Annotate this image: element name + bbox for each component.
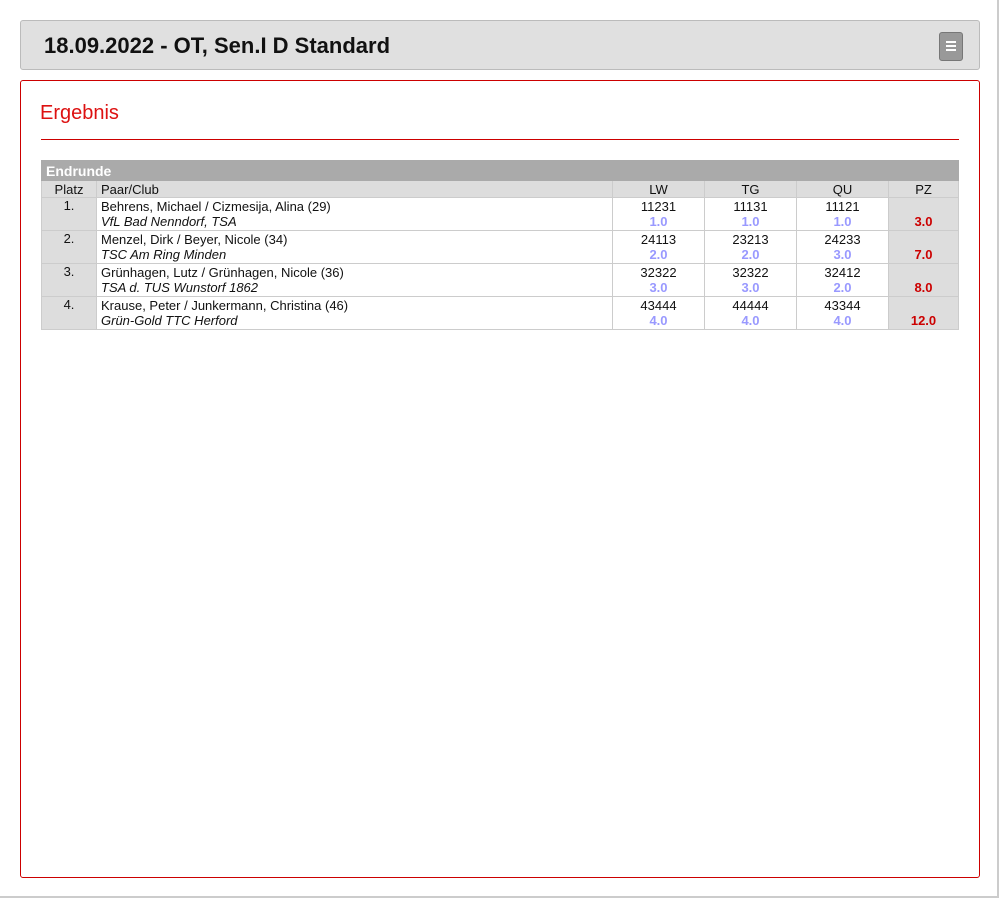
marks: 32412 (824, 265, 861, 280)
marks: 32322 (732, 265, 769, 280)
marks: 24113 (640, 232, 677, 247)
result-row: 4. Krause, Peter / Junkermann, Christina … (41, 296, 959, 330)
marks: 32322 (640, 265, 677, 280)
header-row: Platz Paar/Club LW TG QU PZ (41, 180, 959, 198)
dance-place: 3.0 (833, 247, 852, 262)
score-cell: 11231 1.0 (612, 197, 705, 231)
column-header: LW (612, 180, 705, 198)
page-title: 18.09.2022 - OT, Sen.I D Standard (44, 33, 391, 58)
score-cell: 24233 3.0 (796, 230, 889, 264)
pz-cell: 7.0 (888, 230, 959, 264)
result-row: 2. Menzel, Dirk / Beyer, Nicole (34) TSC A… (41, 230, 959, 264)
place-cell: 4. (41, 296, 97, 330)
score-cell: 43444 4.0 (612, 296, 705, 330)
club-name: TSA d. TUS Wunstorf 1862 (101, 280, 259, 295)
marks: 43444 (640, 298, 677, 313)
dance-place: 4.0 (649, 313, 668, 328)
marks: 11121 (825, 199, 860, 214)
club-name: TSC Am Ring Minden (101, 247, 227, 262)
column-header: Paar/Club (96, 180, 613, 198)
results-table: Endrunde Platz Paar/Club LW TG QU PZ 1. Behrens,… (41, 160, 959, 330)
dance-place: 2.0 (649, 247, 668, 262)
dance-place: 2.0 (741, 247, 760, 262)
dance-place: 1.0 (741, 214, 760, 229)
place-cell: 2. (41, 230, 97, 264)
club-name: Grün-Gold TTC Herford (101, 313, 238, 328)
column-header: Platz (41, 180, 97, 198)
marks: 11131 (733, 199, 768, 214)
couple-cell: Krause, Peter / Junkermann, Christina (4… (96, 296, 613, 330)
marks: 44444 (732, 298, 769, 313)
marks: 23213 (732, 232, 769, 247)
couple-name: Grünhagen, Lutz / Grünhagen, Nicole (36) (101, 265, 344, 280)
dance-place: 1.0 (833, 214, 852, 229)
couple-name: Menzel, Dirk / Beyer, Nicole (34) (101, 232, 288, 247)
club-name: VfL Bad Nenndorf, TSA (101, 214, 237, 229)
dance-place: 2.0 (833, 280, 852, 295)
score-cell: 44444 4.0 (704, 296, 797, 330)
pz-cell: 3.0 (888, 197, 959, 231)
score-cell: 23213 2.0 (704, 230, 797, 264)
couple-name: Behrens, Michael / Cizmesija, Alina (29) (101, 199, 331, 214)
marks: 24233 (824, 232, 861, 247)
result-row: 1. Behrens, Michael / Cizmesija, Alina (2… (41, 197, 959, 231)
section-title: Ergebnis (40, 102, 119, 124)
content-panel: Ergebnis Endrunde Platz Paar/Club LW TG QU PZ 1… (20, 80, 980, 878)
marks: 11231 (640, 199, 677, 214)
score-cell: 24113 2.0 (612, 230, 705, 264)
column-header: PZ (888, 180, 959, 198)
caption-row: Endrunde (41, 160, 959, 181)
score-cell: 32322 3.0 (704, 263, 797, 297)
dance-place: 3.0 (649, 280, 668, 295)
score-cell: 11131 1.0 (704, 197, 797, 231)
result-row: 3. Grünhagen, Lutz / Grünhagen, Nicole (3… (41, 263, 959, 297)
place-cell: 1. (41, 197, 97, 231)
couple-cell: Menzel, Dirk / Beyer, Nicole (34) TSC Am … (96, 230, 613, 264)
dance-place: 1.0 (649, 214, 668, 229)
marks: 43344 (824, 298, 861, 313)
pz-cell: 8.0 (888, 263, 959, 297)
pz-cell: 12.0 (888, 296, 959, 330)
dance-place: 4.0 (833, 313, 852, 328)
table-caption: Endrunde (41, 160, 959, 181)
score-cell: 32412 2.0 (796, 263, 889, 297)
score-cell: 11121 1.0 (796, 197, 889, 231)
score-cell: 43344 4.0 (796, 296, 889, 330)
column-header: TG (704, 180, 797, 198)
couple-name: Krause, Peter / Junkermann, Christina (4… (101, 298, 349, 313)
dance-place: 3.0 (741, 280, 760, 295)
score-cell: 32322 3.0 (612, 263, 705, 297)
header-bar: 18.09.2022 - OT, Sen.I D Standard (20, 20, 980, 70)
dance-place: 4.0 (741, 313, 760, 328)
couple-cell: Behrens, Michael / Cizmesija, Alina (29)… (96, 197, 613, 231)
couple-cell: Grünhagen, Lutz / Grünhagen, Nicole (36)… (96, 263, 613, 297)
column-header: QU (796, 180, 889, 198)
divider (41, 139, 959, 140)
menu-button[interactable] (939, 32, 963, 61)
place-cell: 3. (41, 263, 97, 297)
